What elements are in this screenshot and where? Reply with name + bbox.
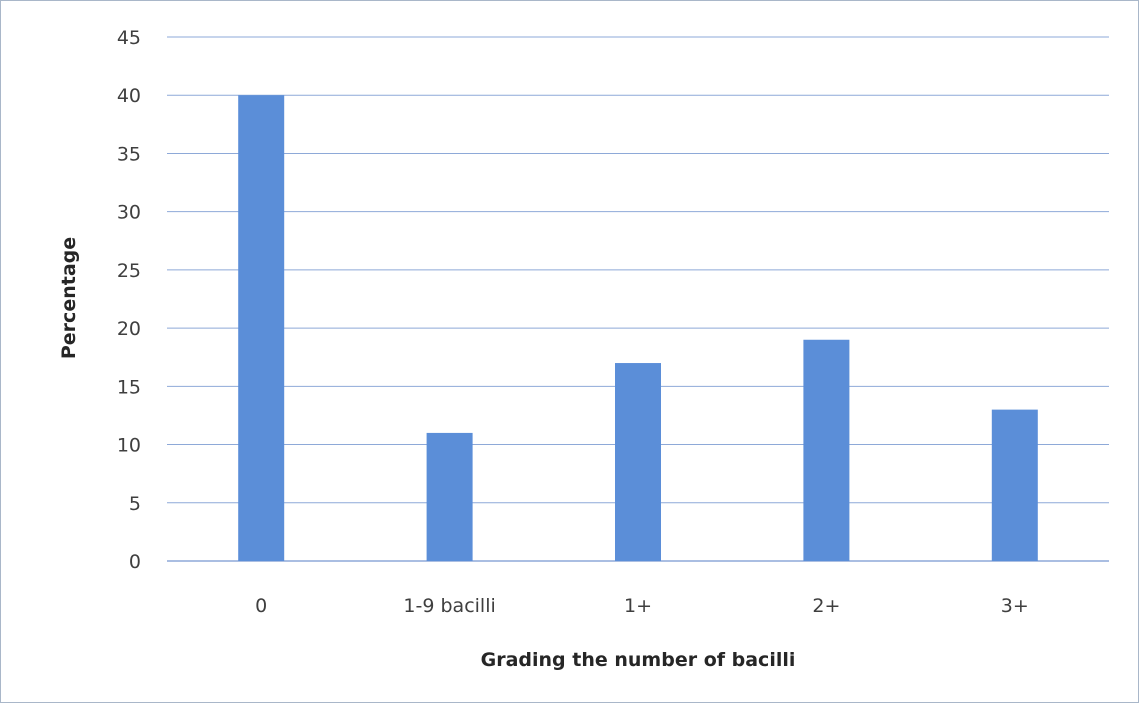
- x-tick-label: 0: [255, 595, 267, 617]
- bar: [803, 339, 850, 561]
- bar: [426, 432, 473, 561]
- bar: [238, 95, 285, 561]
- x-axis-title: Grading the number of bacilli: [481, 649, 796, 671]
- y-tick-label: 15: [117, 376, 141, 398]
- gridlines: [167, 36, 1109, 562]
- y-tick-label: 10: [117, 435, 141, 457]
- y-tick-label: 5: [129, 493, 141, 515]
- x-tick-label: 3+: [1001, 595, 1029, 617]
- y-tick-label: 20: [117, 318, 141, 340]
- y-tick-label: 30: [117, 202, 141, 224]
- y-axis-title: Percentage: [58, 237, 80, 359]
- y-tick-label: 35: [117, 143, 141, 165]
- bar: [991, 409, 1038, 561]
- y-tick-label: 40: [117, 85, 141, 107]
- bars: [238, 95, 1038, 561]
- y-tick-label: 25: [117, 260, 141, 282]
- y-axis-ticks: 0 5 10 15 20 25 30 35 40 45: [117, 27, 141, 573]
- x-tick-label: 2+: [812, 595, 840, 617]
- x-tick-label: 1+: [624, 595, 652, 617]
- y-tick-label: 45: [117, 27, 141, 49]
- bar: [615, 363, 661, 561]
- x-tick-label: 1-9 bacilli: [403, 595, 495, 617]
- y-tick-label: 0: [129, 551, 141, 573]
- x-axis-ticks: 0 1-9 bacilli 1+ 2+ 3+: [255, 595, 1029, 617]
